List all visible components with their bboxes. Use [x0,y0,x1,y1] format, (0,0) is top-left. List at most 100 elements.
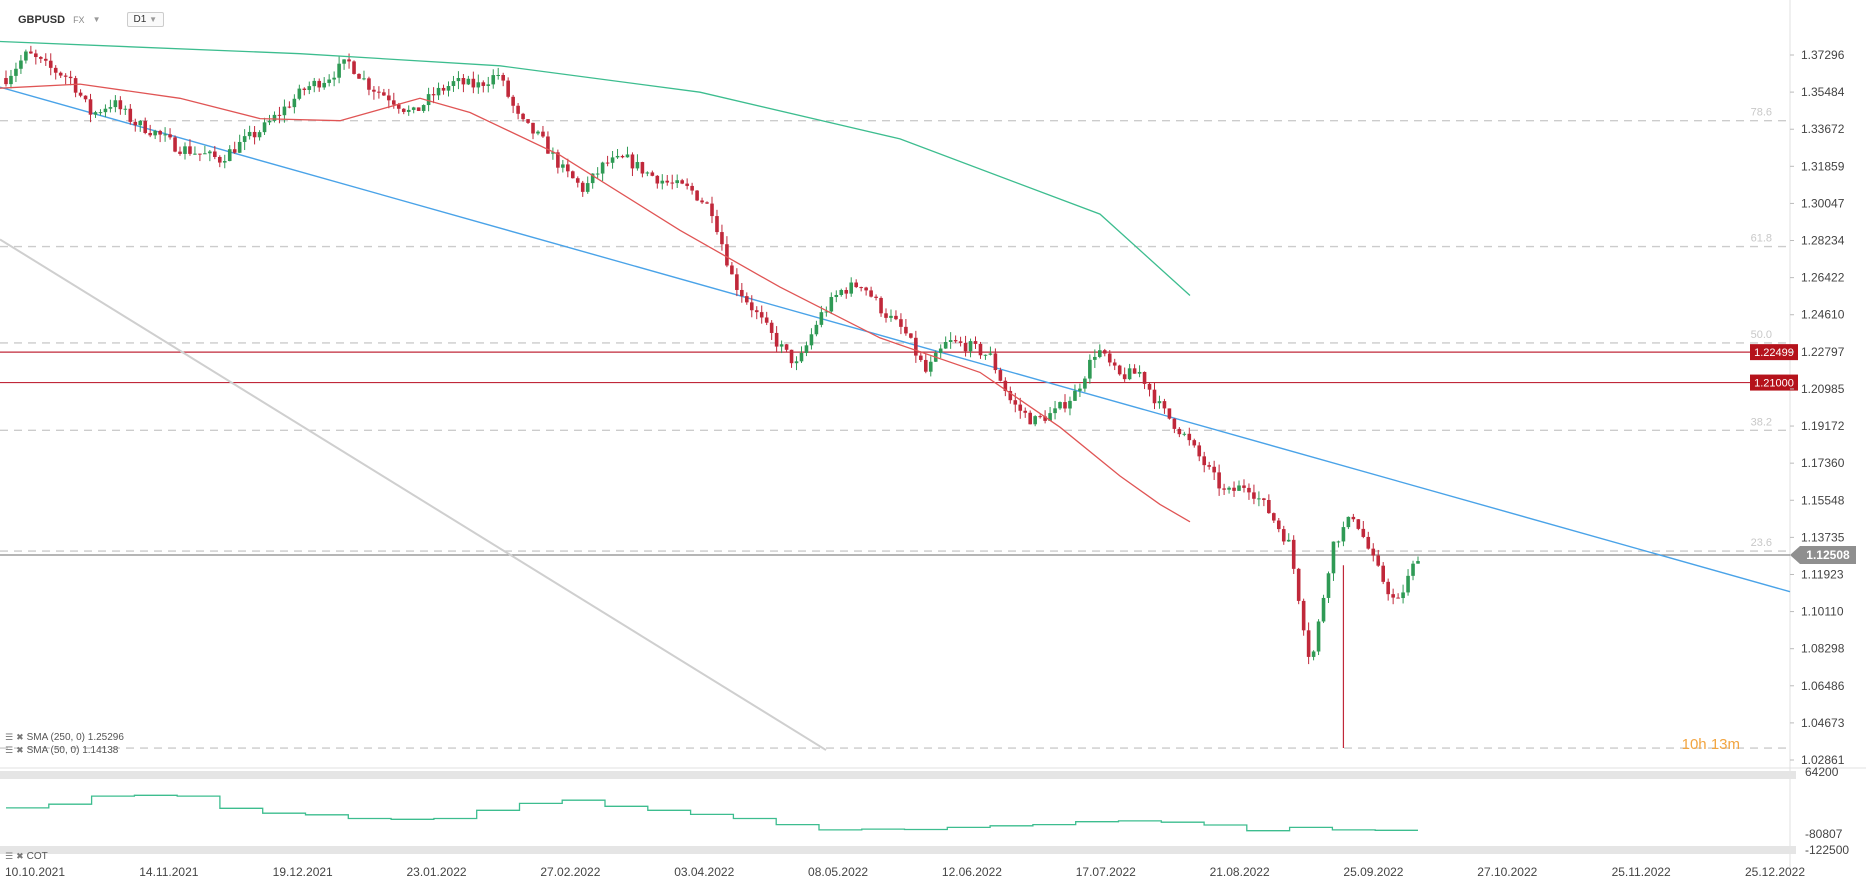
candle-body [1043,416,1047,421]
horizontal-levels[interactable]: 1.22499 1.21000 1.12508 [0,344,1856,564]
cot-y-tick-label: -122500 [1805,843,1849,857]
candle-body [1386,581,1390,595]
candle-body [839,289,844,296]
candle-body [516,105,520,114]
candle-body [282,106,287,116]
candle-body [660,180,665,184]
candle-body [774,332,779,347]
candle-body [302,88,307,90]
candle-body [34,53,38,58]
candle-body [168,134,172,138]
x-tick-label: 21.08.2022 [1210,865,1270,879]
candle-body [859,287,863,289]
x-tick-label: 25.09.2022 [1343,865,1403,879]
x-tick-label: 08.05.2022 [808,865,868,879]
candle-body [829,297,834,312]
candle-body [48,60,53,68]
candle-body [1217,472,1221,489]
candle-body [695,190,699,201]
candle-body [556,152,560,168]
menu-icon[interactable]: ☰ [5,732,14,742]
candle-body [88,99,93,115]
candle-body [203,153,207,155]
candle-body [630,154,635,169]
candle-body [392,100,396,105]
candle-body [938,348,943,353]
candle-body [566,164,570,172]
candle-body [1227,487,1231,490]
candle-body [904,326,908,334]
legend-cot[interactable]: ☰ ✖ COT [5,851,48,862]
candle-body [1083,378,1087,389]
candle-body [1018,404,1023,411]
candle-body [93,112,98,115]
candle-body [1093,356,1097,360]
candle-body [1371,548,1376,556]
candle-body [759,312,764,318]
candle-body [1162,401,1167,409]
candle-body [1152,389,1157,404]
candle-body [1291,539,1296,569]
candle-body [894,315,898,320]
time-axis[interactable]: 10.10.2021 14.11.2021 19.12.2021 23.01.2022… [5,865,1805,879]
candle-body [570,171,575,179]
candle-body [307,86,312,90]
candle-body [1112,362,1117,366]
candle-body [1137,371,1142,374]
candle-body [928,361,933,372]
candle-body [1336,541,1341,543]
candle-body [367,78,371,90]
candle-body [317,80,322,88]
candle-body [531,122,535,134]
candle-body [471,78,476,88]
close-icon[interactable]: ✖ [16,745,24,755]
menu-icon[interactable]: ☰ [5,851,14,861]
y-tick-label: 1.33672 [1801,122,1845,136]
menu-icon[interactable]: ☰ [5,745,14,755]
price-axis[interactable]: 1.37296 1.35484 1.33672 1.31859 1.30047 1.282… [1790,48,1845,767]
candle-body [1058,402,1062,409]
close-icon[interactable]: ✖ [16,732,24,742]
candle-body [332,77,336,80]
timeframe-select[interactable]: D1 ▼ [126,12,164,27]
fib-level-label: 38.2 [1751,416,1772,428]
candle-body [610,157,615,163]
candle-body [98,112,103,114]
y-tick-label: 1.22797 [1801,345,1845,359]
candle-body [725,244,729,266]
y-tick-label: 1.19172 [1801,419,1845,433]
candle-body [526,119,530,123]
candle-body [113,100,118,108]
legend-sma-50[interactable]: ☰ ✖ SMA (50, 0) 1.14138 [5,745,118,756]
trendlines[interactable] [0,86,1791,751]
candle-body [222,161,227,163]
close-icon[interactable]: ✖ [16,851,24,861]
candle-body [377,91,381,93]
candle-body [1311,651,1316,657]
candle-body [237,141,242,153]
y-tick-label: 1.31859 [1801,159,1845,173]
candle-body [814,324,819,335]
candle-body [322,82,326,88]
legend-label-sma-250: SMA (250, 0) 1.25296 [26,732,124,743]
candle-body [1053,408,1057,414]
candle-body [1008,390,1013,401]
candle-body [665,180,670,183]
symbol-label[interactable]: GBPUSD [18,13,66,26]
candle-body [1013,400,1018,405]
candle-body [19,60,23,69]
candle-body [1391,594,1395,598]
chevron-down-icon[interactable]: ▼ [92,15,101,24]
legend-sma-250[interactable]: ☰ ✖ SMA (250, 0) 1.25296 [5,732,124,743]
candle-body [675,180,679,184]
y-tick-label: 1.06486 [1801,679,1845,693]
x-tick-label: 23.01.2022 [407,865,467,879]
candle-body [919,355,923,360]
candle-body [1122,374,1127,380]
current-price-tag [1790,545,1856,564]
candle-body [864,287,868,291]
candle-body [1272,513,1276,521]
candle-body [486,84,491,86]
candle-body [1222,488,1226,490]
